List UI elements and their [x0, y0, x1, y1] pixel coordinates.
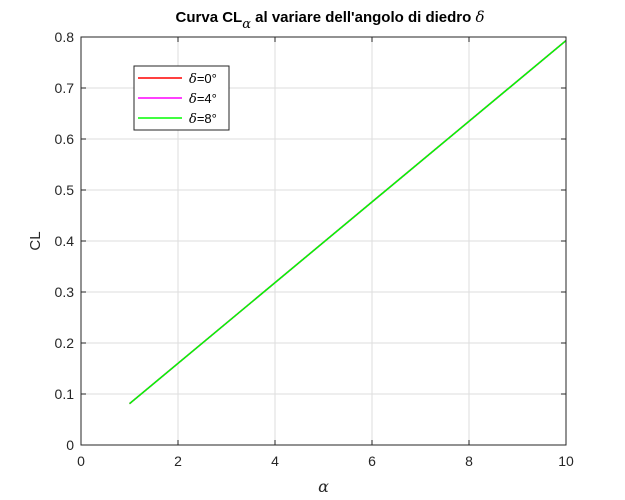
legend-label-0: δ=0°: [189, 71, 217, 87]
series-line-2: [129, 40, 567, 405]
x-tick-label: 2: [174, 453, 182, 469]
chart-title: Curva CLα al variare dell'angolo di died…: [176, 8, 485, 32]
axis-ticks: 0 2 4 6 8 10 0 0.1 0.2 0.3 0.4 0.5 0.6 0.7 0.8: [55, 29, 574, 469]
x-tick-label: 10: [558, 453, 574, 469]
x-tick-label: 6: [368, 453, 376, 469]
series-lines: [129, 40, 567, 405]
y-tick-label: 0.1: [55, 386, 75, 402]
y-tick-label: 0.7: [55, 80, 75, 96]
y-tick-label: 0.6: [55, 131, 75, 147]
legend-label-2: δ=8°: [189, 111, 217, 127]
y-tick-label: 0.4: [55, 233, 75, 249]
y-tick-label: 0.8: [55, 29, 75, 45]
x-tick-label: 4: [271, 453, 279, 469]
y-tick-label: 0.3: [55, 284, 75, 300]
y-tick-label: 0.5: [55, 182, 75, 198]
x-axis-label: α: [318, 477, 329, 496]
y-axis-label: CL: [27, 231, 44, 250]
x-tick-label: 0: [77, 453, 85, 469]
y-tick-label: 0.2: [55, 335, 75, 351]
x-tick-label: 8: [465, 453, 473, 469]
legend-label-1: δ=4°: [189, 91, 217, 107]
legend: δ=0° δ=4° δ=8°: [133, 65, 230, 131]
y-tick-label: 0: [66, 437, 74, 453]
